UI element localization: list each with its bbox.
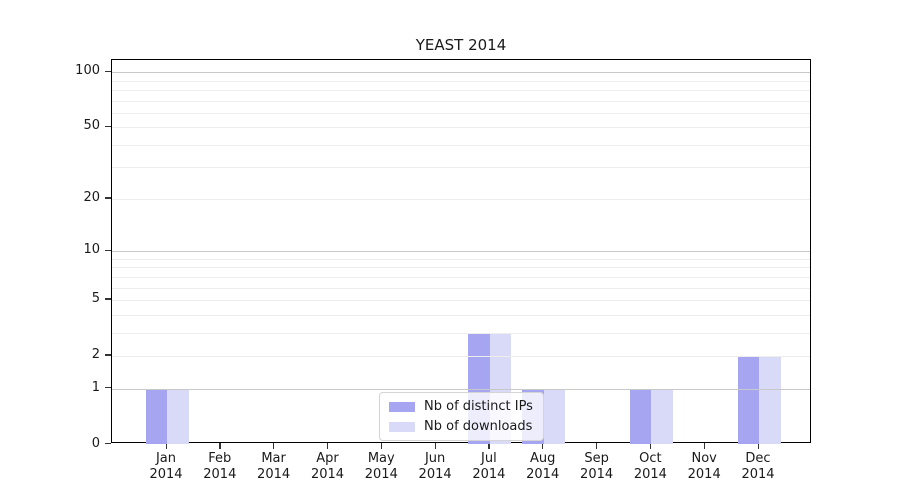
gridline-minor-20	[112, 198, 810, 200]
gridline-minor-60	[112, 112, 810, 114]
y-tick-label-100: 100	[75, 63, 100, 79]
x-tick-label-jul: Jul 2014	[472, 451, 506, 482]
x-tick-label-mar: Mar 2014	[257, 451, 291, 482]
x-tick-mark-dec	[757, 443, 759, 449]
y-tick-label-5: 5	[91, 290, 100, 306]
y-tick-label-2: 2	[91, 346, 100, 362]
bar-downloads-oct	[651, 388, 673, 444]
x-tick-mark-feb	[219, 443, 221, 449]
y-tick-mark-20	[105, 197, 111, 199]
plot-area	[111, 59, 811, 444]
y-tick-label-0: 0	[91, 435, 100, 451]
gridline-minor-30	[112, 167, 810, 169]
x-tick-mark-jan	[165, 443, 167, 449]
gridline-minor-40	[112, 144, 810, 146]
legend-swatch-downloads-icon	[389, 421, 415, 432]
legend: Nb of distinct IPs Nb of downloads	[379, 392, 544, 441]
y-tick-mark-0	[105, 443, 111, 445]
y-tick-mark-2	[105, 354, 111, 356]
gridline-major-10	[112, 251, 810, 252]
y-tick-mark-50	[105, 125, 111, 127]
bar-distinct-ips-dec	[737, 355, 759, 444]
x-tick-mark-oct	[649, 443, 652, 449]
x-tick-mark-jul	[488, 443, 490, 449]
x-tick-label-apr: Apr 2014	[310, 451, 345, 482]
x-tick-mark-nov	[703, 443, 705, 449]
y-tick-mark-1	[105, 387, 111, 389]
legend-label-downloads: Nb of downloads	[424, 419, 533, 434]
chart-title: YEAST 2014	[415, 36, 507, 54]
y-tick-label-20: 20	[83, 189, 100, 205]
x-tick-mark-jun	[434, 443, 436, 449]
gridline-minor-2	[112, 355, 810, 357]
x-tick-mark-aug	[542, 443, 544, 449]
bar-downloads-aug	[543, 388, 566, 444]
y-tick-mark-100	[105, 70, 111, 72]
x-tick-mark-sep	[596, 443, 598, 449]
legend-label-distinct-ips: Nb of distinct IPs	[424, 399, 533, 414]
y-tick-label-1: 1	[91, 379, 100, 395]
bar-downloads-dec	[759, 355, 781, 444]
x-tick-label-may: May 2014	[364, 451, 398, 482]
y-tick-mark-5	[105, 298, 111, 300]
gridline-minor-8	[112, 267, 810, 269]
gridline-major-100	[112, 72, 810, 74]
bar-distinct-ips-jan	[145, 388, 167, 444]
y-tick-mark-10	[105, 249, 111, 251]
gridline-minor-80	[112, 89, 810, 91]
gridline-major-1	[112, 388, 810, 390]
gridline-minor-6	[112, 287, 810, 289]
gridline-minor-4	[112, 314, 810, 316]
x-tick-label-nov: Nov 2014	[687, 451, 721, 482]
gridline-minor-3	[112, 332, 810, 334]
legend-item-downloads: Nb of downloads	[389, 419, 533, 434]
x-tick-mark-may	[380, 443, 383, 449]
gridline-minor-9	[112, 258, 810, 260]
x-tick-label-dec: Dec 2014	[741, 451, 775, 482]
gridline-minor-7	[112, 276, 810, 278]
x-tick-label-aug: Aug 2014	[526, 451, 560, 482]
gridline-minor-90	[112, 80, 810, 82]
y-tick-label-10: 10	[83, 242, 100, 257]
y-tick-label-50: 50	[83, 118, 100, 134]
x-tick-label-sep: Sep 2014	[580, 451, 614, 482]
gridline-minor-70	[112, 100, 810, 102]
x-tick-label-jan: Jan 2014	[149, 451, 183, 482]
legend-item-distinct-ips: Nb of distinct IPs	[389, 399, 533, 414]
bar-distinct-ips-oct	[629, 388, 652, 444]
gridline-minor-5	[112, 299, 810, 301]
legend-swatch-distinct-ips-icon	[389, 401, 415, 412]
x-tick-mark-mar	[273, 443, 275, 449]
x-tick-label-jun: Jun 2014	[418, 451, 452, 482]
x-tick-mark-apr	[327, 443, 329, 449]
x-tick-label-feb: Feb 2014	[203, 451, 237, 482]
gridline-minor-50	[112, 127, 810, 129]
x-tick-label-oct: Oct 2014	[633, 451, 667, 482]
bar-downloads-jan	[167, 388, 189, 444]
